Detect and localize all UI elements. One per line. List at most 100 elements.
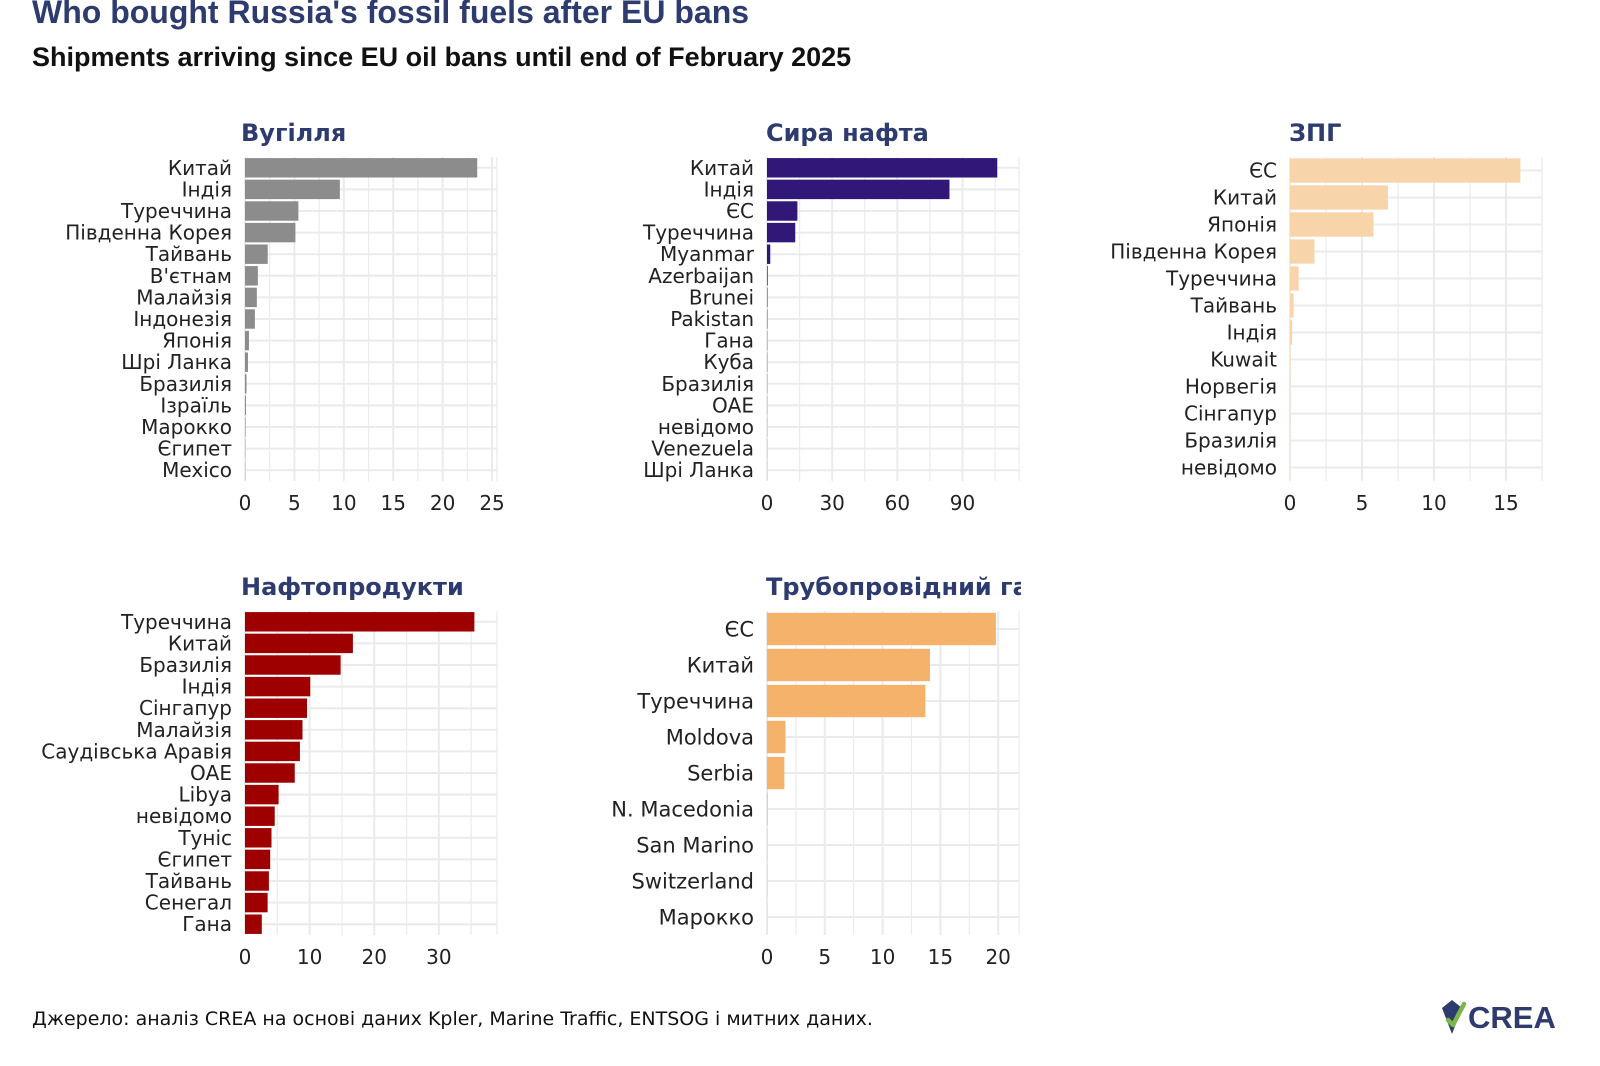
- x-tick-label: 10: [870, 945, 895, 969]
- x-tick-label: 20: [985, 945, 1010, 969]
- bar-n-macedonia: [767, 792, 768, 826]
- x-tick-label: 5: [1356, 491, 1369, 515]
- x-tick-label: 0: [761, 945, 774, 969]
- source-note: Джерело: аналіз CREA на основі даних Kpl…: [32, 1008, 873, 1030]
- category-label: Туреччина: [1165, 267, 1277, 291]
- category-label: Бразилія: [139, 653, 232, 677]
- bar-moldova: [767, 720, 786, 754]
- bar-serbia: [767, 756, 785, 790]
- x-tick-label: 5: [818, 945, 831, 969]
- bar-єгипет: [245, 849, 271, 870]
- bar-туреччина: [767, 684, 926, 718]
- category-label: Сінгапур: [1184, 402, 1277, 426]
- bar-туреччина: [245, 612, 475, 632]
- chart-subtitle: Shipments arriving since EU oil bans unt…: [32, 42, 852, 72]
- x-tick-label: 10: [1421, 491, 1446, 515]
- chart-panel-4: Нафтопродукти ТуреччинаКитайБразиліяІндія…: [41, 573, 498, 969]
- bar-гана: [245, 914, 262, 934]
- category-label: Туніс: [177, 826, 232, 850]
- bar-китай: [767, 648, 930, 682]
- category-label: Pakistan: [670, 307, 754, 331]
- category-label: Switzerland: [632, 869, 755, 893]
- category-label: Mexico: [162, 458, 232, 482]
- x-tick-label: 0: [761, 491, 774, 515]
- bar-туреччина: [245, 201, 299, 221]
- crea-logo: CREA: [1442, 1000, 1556, 1035]
- bar-туреччина: [1290, 266, 1299, 291]
- bar-невідомо: [245, 806, 275, 826]
- bar-японія: [245, 330, 249, 351]
- bar-шрі-ланка: [245, 352, 248, 372]
- bar-тайвань: [1290, 293, 1294, 318]
- bar-в-єтнам: [245, 266, 258, 286]
- category-label: Саудівська Аравія: [41, 739, 232, 763]
- chart-panel-2: Сира нафта КитайІндіяЄСТуреччинаMyanmarAz…: [642, 119, 1020, 515]
- category-label: Ізраїль: [160, 393, 232, 417]
- category-label: Myanmar: [660, 242, 755, 266]
- bar-південна-корея: [1290, 239, 1315, 264]
- category-label: Марокко: [659, 905, 754, 929]
- bar-сенегал: [245, 892, 268, 913]
- category-label: Китай: [168, 631, 232, 655]
- category-label: Єгипет: [157, 437, 232, 461]
- category-label: Китай: [1213, 186, 1277, 210]
- category-label: невідомо: [136, 804, 232, 828]
- category-label: невідомо: [1181, 456, 1277, 480]
- bar-китай: [245, 633, 353, 654]
- category-label: Serbia: [687, 761, 754, 785]
- x-tick-label: 10: [331, 491, 356, 515]
- category-label: Бразилія: [661, 372, 754, 396]
- bar-туніс: [245, 828, 272, 848]
- category-label: Південна Корея: [65, 221, 232, 245]
- panel-title: ЗПГ: [1289, 119, 1341, 147]
- category-label: Moldova: [666, 725, 754, 749]
- category-label: невідомо: [658, 415, 754, 439]
- category-label: Libya: [179, 783, 233, 807]
- category-label: В'єтнам: [150, 264, 232, 288]
- category-label: Бразилія: [139, 372, 232, 396]
- chart-panel-3: ЗПГ ЄС Китай Японія Південна Корея Туреччина Т…: [1110, 119, 1543, 515]
- category-label: Туреччина: [120, 199, 232, 223]
- category-label: San Marino: [636, 833, 754, 857]
- bar-малайзія: [245, 287, 257, 308]
- category-label: Туреччина: [642, 221, 754, 245]
- bar-індія: [245, 179, 340, 200]
- category-label: Гана: [182, 912, 232, 936]
- category-label: Тайвань: [1190, 294, 1277, 318]
- bar-південна-корея: [245, 222, 296, 243]
- category-label: Індія: [704, 177, 754, 201]
- panel-title: Вугілля: [241, 119, 346, 147]
- x-tick-label: 15: [381, 491, 406, 515]
- category-label: Тайвань: [145, 242, 232, 266]
- category-label: Kuwait: [1210, 348, 1277, 372]
- category-label: Малайзія: [136, 285, 232, 309]
- category-label: Brunei: [689, 285, 754, 309]
- x-tick-label: 15: [1493, 491, 1518, 515]
- category-label: ЄС: [725, 617, 754, 641]
- bar-бразилія: [245, 374, 247, 394]
- bar-сінгапур: [245, 698, 308, 718]
- x-tick-label: 0: [1284, 491, 1297, 515]
- category-label: Шрі Ланка: [121, 350, 232, 374]
- category-label: ОАЕ: [190, 761, 232, 785]
- category-label: Індія: [1227, 321, 1277, 345]
- x-tick-label: 0: [239, 945, 252, 969]
- category-label: Китай: [687, 653, 754, 677]
- bar-індія: [1290, 320, 1293, 345]
- chart-title: Who bought Russia's fossil fuels after E…: [32, 0, 750, 30]
- bar-єс: [1290, 158, 1521, 183]
- category-label: Єгипет: [157, 847, 232, 871]
- bar-тайвань: [245, 871, 269, 891]
- bar-оае: [245, 763, 295, 783]
- bar-azerbaijan: [767, 266, 768, 286]
- bar-індія: [767, 179, 950, 200]
- bar-індія: [245, 676, 311, 697]
- x-tick-label: 20: [430, 491, 455, 515]
- bar-myanmar: [767, 244, 771, 264]
- bar-libya: [245, 784, 279, 805]
- category-label: Куба: [703, 350, 754, 374]
- crea-mark-icon: [1442, 1000, 1467, 1034]
- category-label: Норвегія: [1185, 375, 1277, 399]
- bar-китай: [1290, 185, 1388, 210]
